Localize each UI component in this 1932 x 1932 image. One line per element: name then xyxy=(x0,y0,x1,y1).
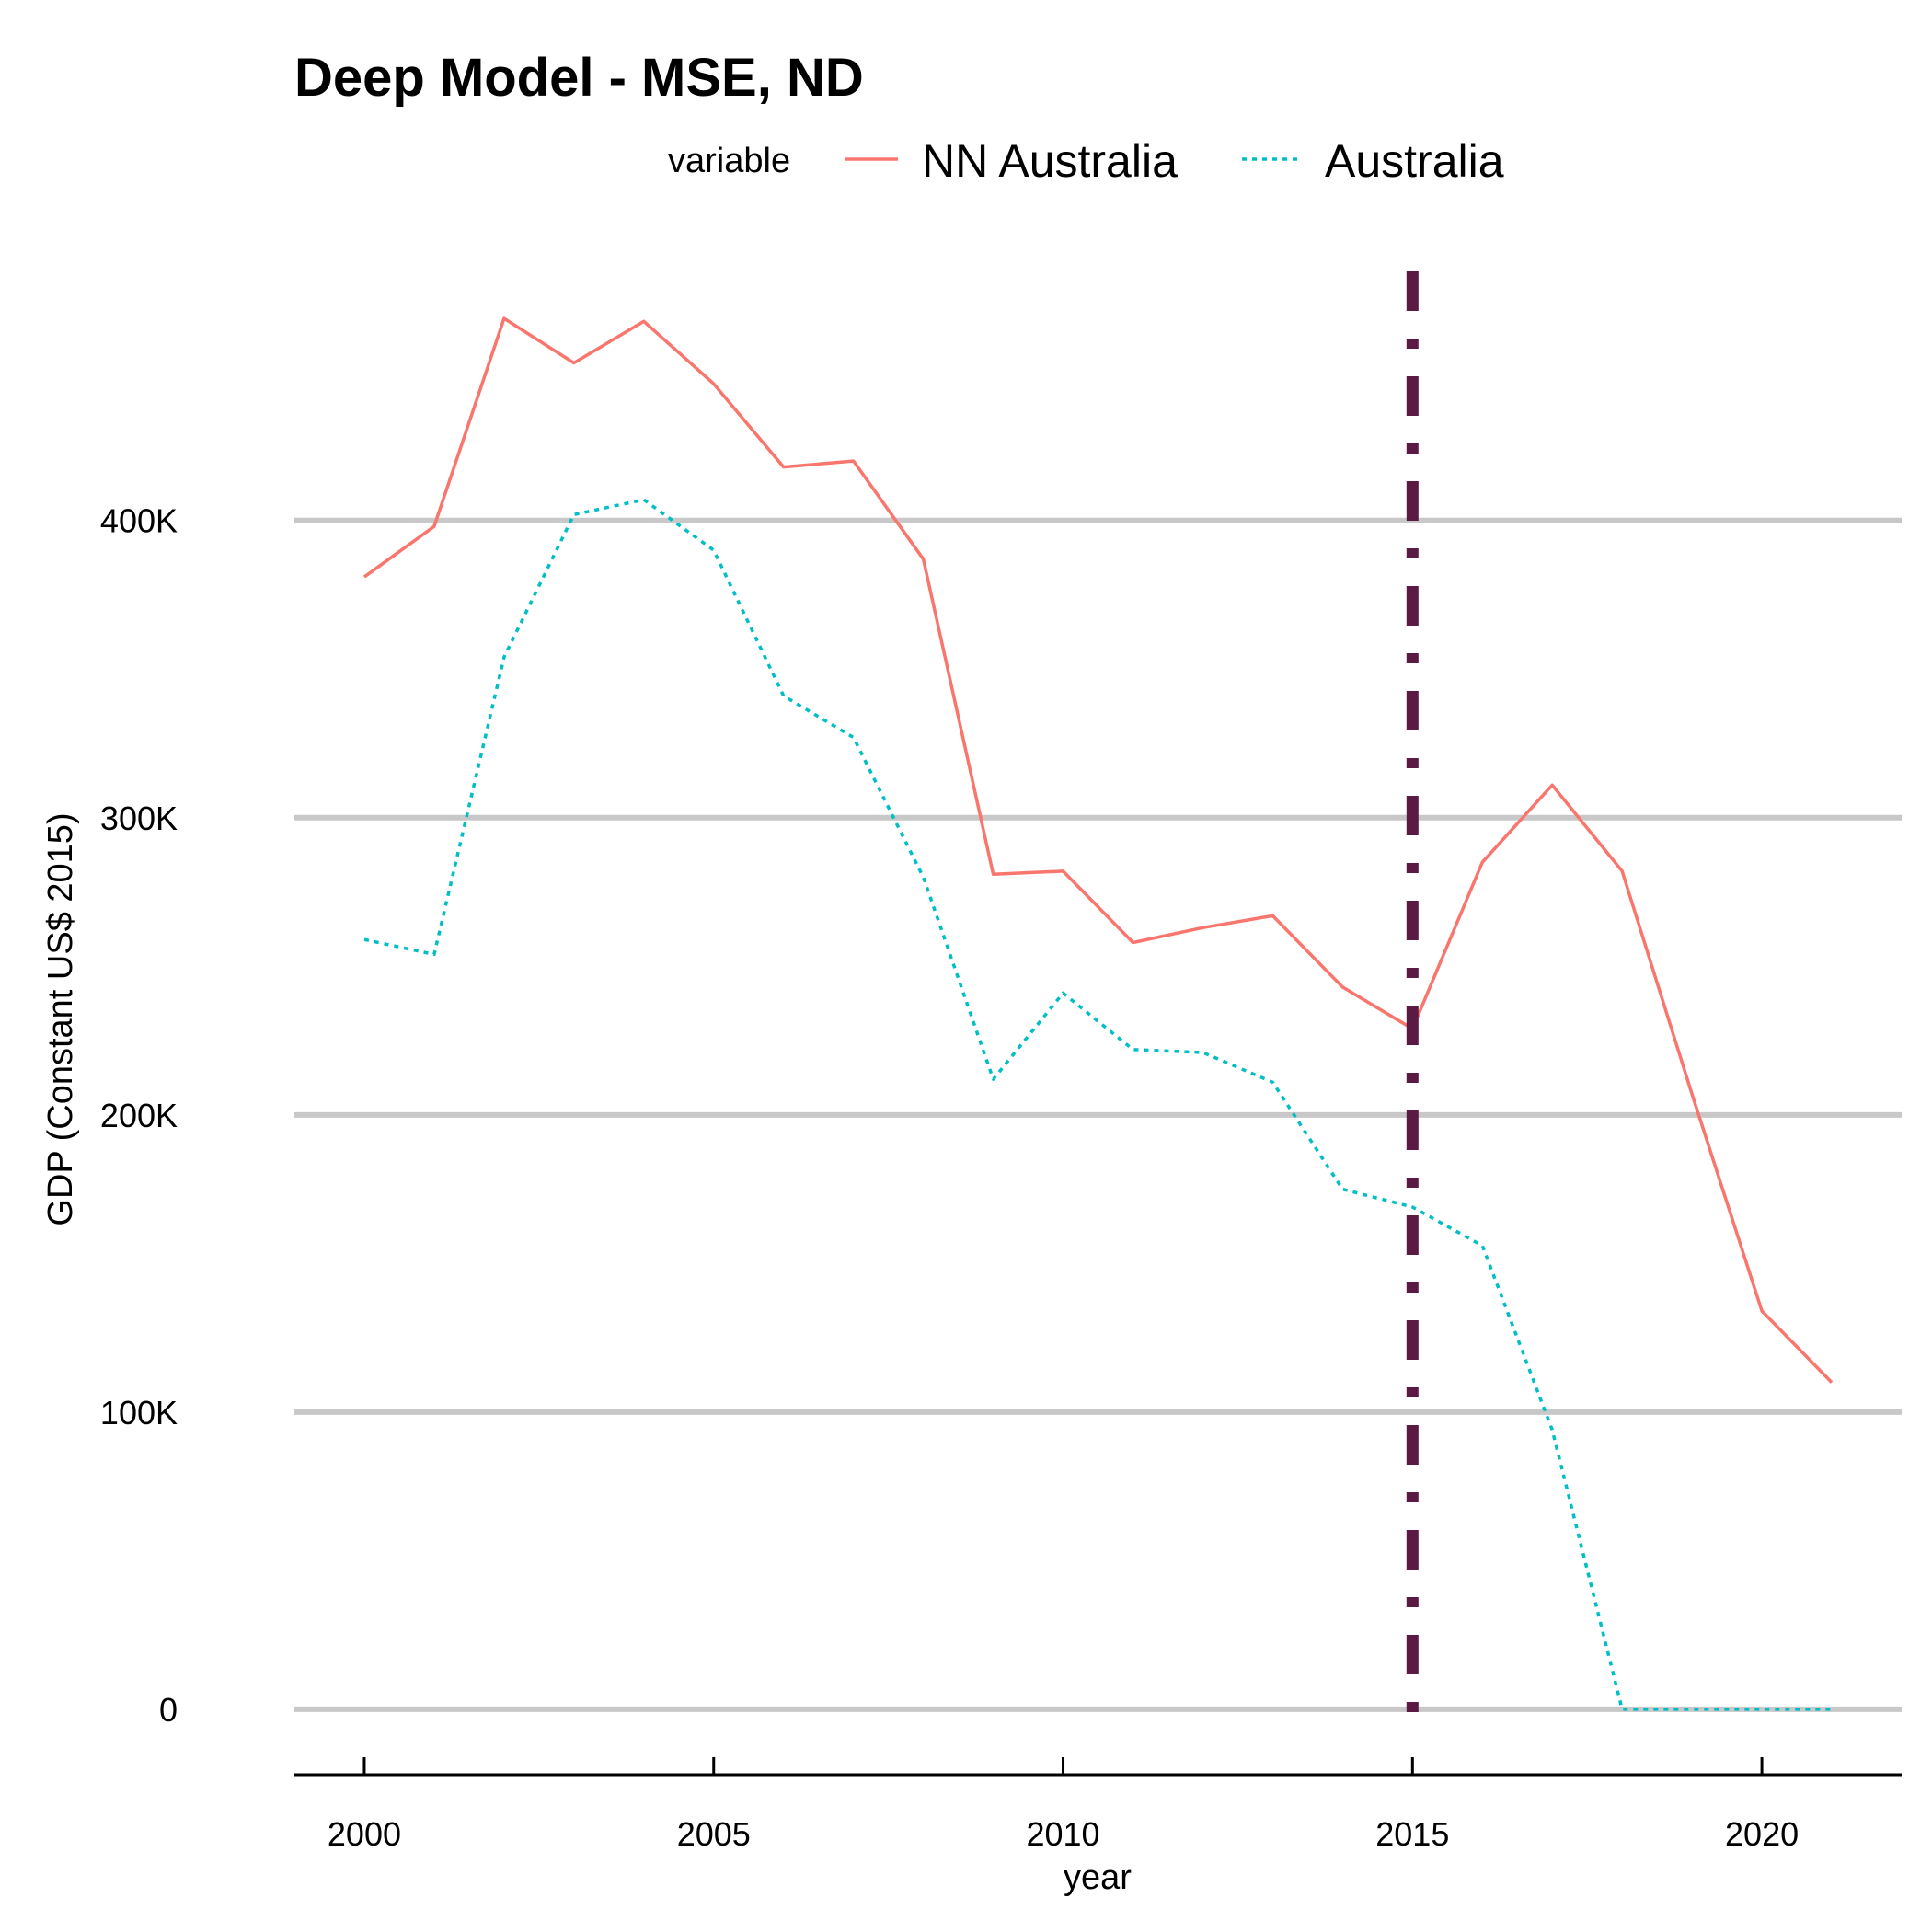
legend: variable NN Australia Australia xyxy=(668,135,1504,187)
x-tick-label: 2020 xyxy=(1725,1815,1799,1853)
x-axis-title: year xyxy=(1064,1858,1132,1897)
x-tick-label: 2010 xyxy=(1026,1815,1099,1853)
x-tick-label: 2015 xyxy=(1375,1815,1449,1853)
legend-title: variable xyxy=(668,142,790,180)
series-line-nn-australia xyxy=(362,316,1834,1384)
x-axis: 2000 2005 2010 2015 2020 xyxy=(294,1757,1902,1853)
y-tick-label: 300K xyxy=(100,799,178,837)
y-tick-label: 0 xyxy=(159,1691,178,1729)
y-axis-title: GDP (Constant US$ 2015) xyxy=(41,812,80,1225)
x-tick-label: 2000 xyxy=(328,1815,401,1853)
y-axis: 0 100K 200K 300K 400K xyxy=(100,502,178,1729)
gridlines xyxy=(294,517,1902,1712)
y-tick-label: 100K xyxy=(100,1394,178,1432)
plot-series xyxy=(362,316,1834,1711)
chart-title: Deep Model - MSE, ND xyxy=(294,48,864,108)
legend-label-nn-australia: NN Australia xyxy=(922,135,1178,187)
y-tick-label: 400K xyxy=(100,502,178,540)
series-line-australia xyxy=(363,498,1832,1711)
y-tick-label: 200K xyxy=(100,1097,178,1134)
legend-label-australia: Australia xyxy=(1325,135,1504,187)
x-tick-label: 2005 xyxy=(677,1815,751,1853)
